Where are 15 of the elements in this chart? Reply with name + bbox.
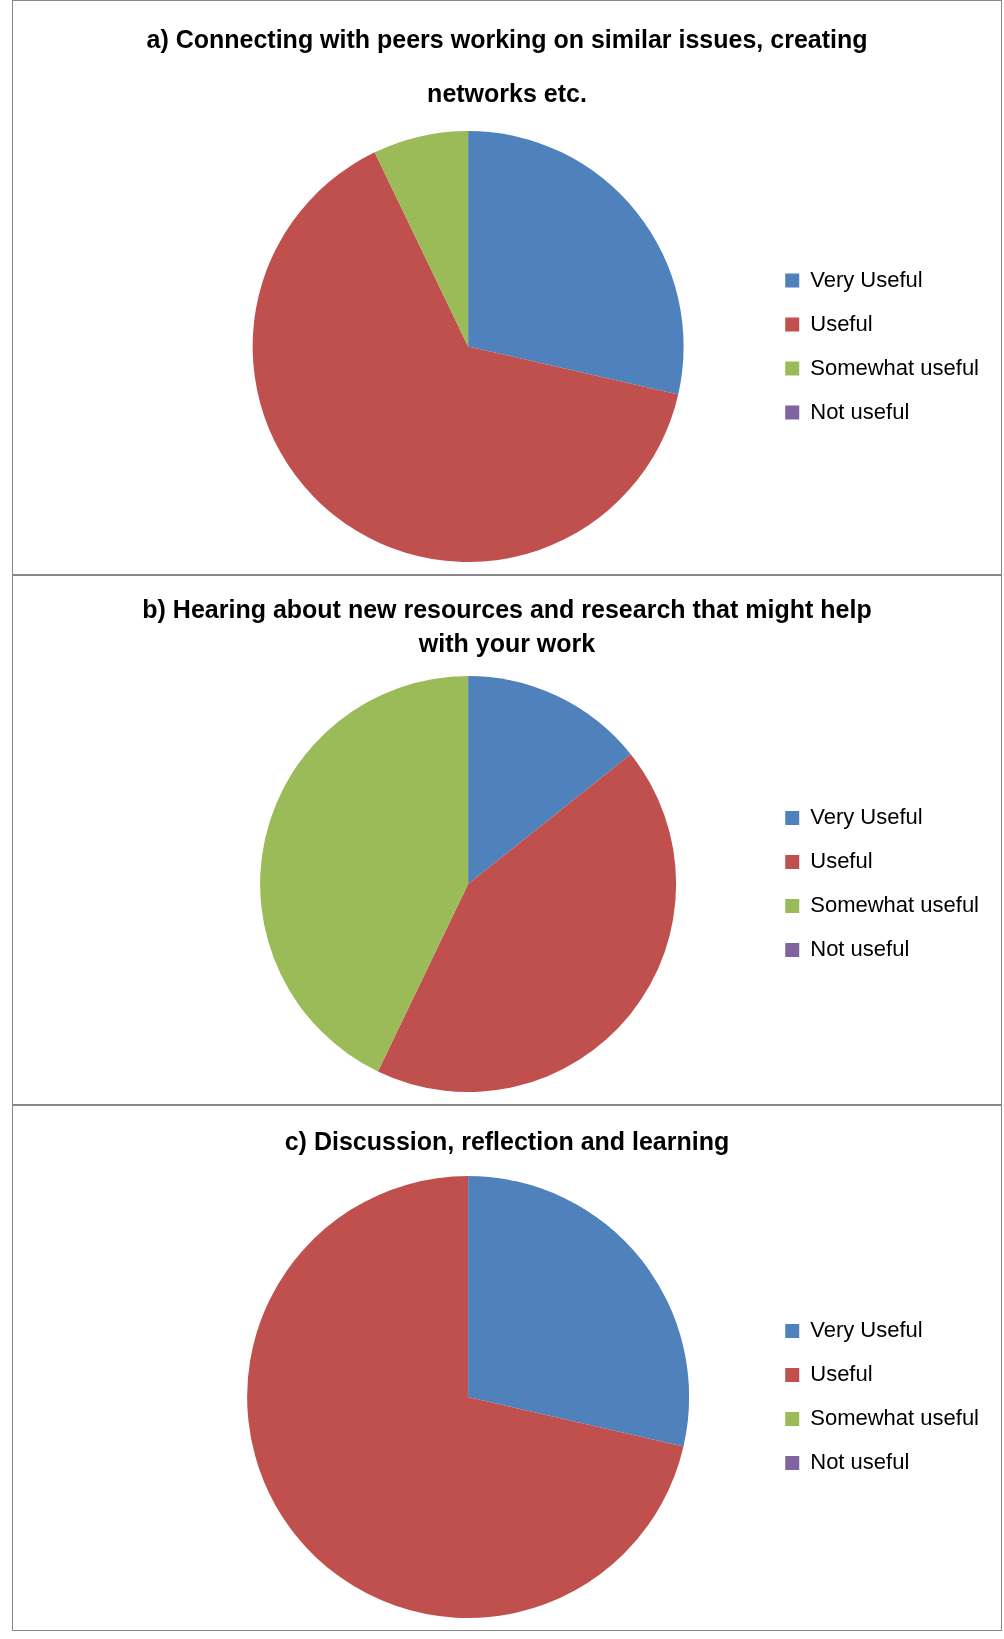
legend-label: Somewhat useful: [810, 1405, 980, 1431]
legend-label: Not useful: [810, 936, 910, 962]
legend-label: Useful: [810, 848, 873, 874]
legend-label: Somewhat useful: [810, 354, 980, 380]
legend-label: Useful: [810, 1361, 873, 1387]
chart-title: b) Hearing about new resources and research that might help with your work: [141, 594, 873, 659]
legend-label: Very Useful: [810, 804, 923, 830]
legend-label: Very Useful: [810, 266, 923, 292]
legend-label: Not useful: [810, 1449, 910, 1475]
legend-label: Very Useful: [810, 1317, 923, 1343]
legend-label: Not useful: [810, 398, 910, 424]
chart-title: a) Connecting with peers working on similar issues, creating networks etc.: [145, 24, 869, 109]
legend-label: Somewhat useful: [810, 892, 980, 918]
legend-label: Useful: [810, 310, 873, 336]
chart-title: c) Discussion, reflection and learning: [284, 1126, 730, 1157]
